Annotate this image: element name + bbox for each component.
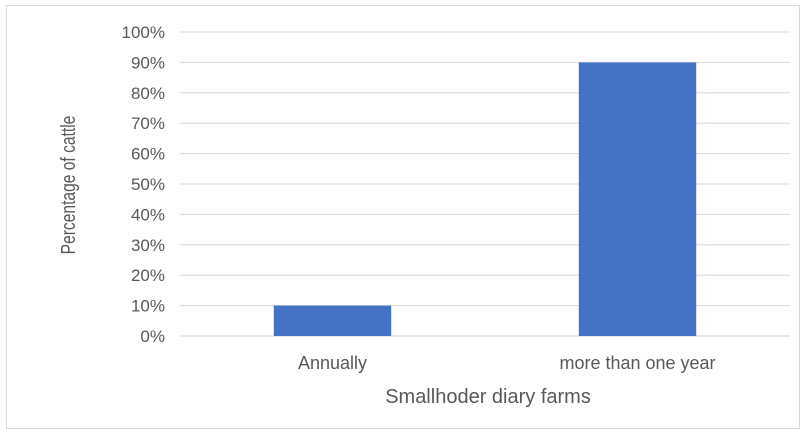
gridlines bbox=[180, 31, 790, 337]
bar bbox=[578, 62, 697, 337]
x-axis-categories: Annually more than one year bbox=[298, 353, 716, 373]
y-tick-label: 20% bbox=[131, 266, 165, 285]
bars bbox=[273, 62, 697, 337]
x-category-label: Annually bbox=[298, 353, 367, 373]
x-category-label: more than one year bbox=[559, 353, 715, 373]
x-axis-title: Smallhoder diary farms bbox=[385, 386, 591, 408]
y-axis-title: Percentage of cattle bbox=[57, 116, 79, 255]
y-tick-label: 10% bbox=[131, 297, 165, 316]
y-axis-ticks: 0% 10% 20% 30% 40% 50% 60% 70% 80% 90% 100% bbox=[122, 23, 165, 346]
y-tick-label: 80% bbox=[131, 84, 165, 103]
y-tick-label: 30% bbox=[131, 236, 165, 255]
y-tick-label: 60% bbox=[131, 145, 165, 164]
y-tick-label: 50% bbox=[131, 175, 165, 194]
y-tick-label: 0% bbox=[140, 327, 165, 346]
bar bbox=[273, 305, 392, 336]
y-tick-label: 70% bbox=[131, 114, 165, 133]
y-tick-label: 40% bbox=[131, 205, 165, 224]
y-tick-label: 90% bbox=[131, 53, 165, 72]
y-tick-label: 100% bbox=[122, 23, 165, 42]
